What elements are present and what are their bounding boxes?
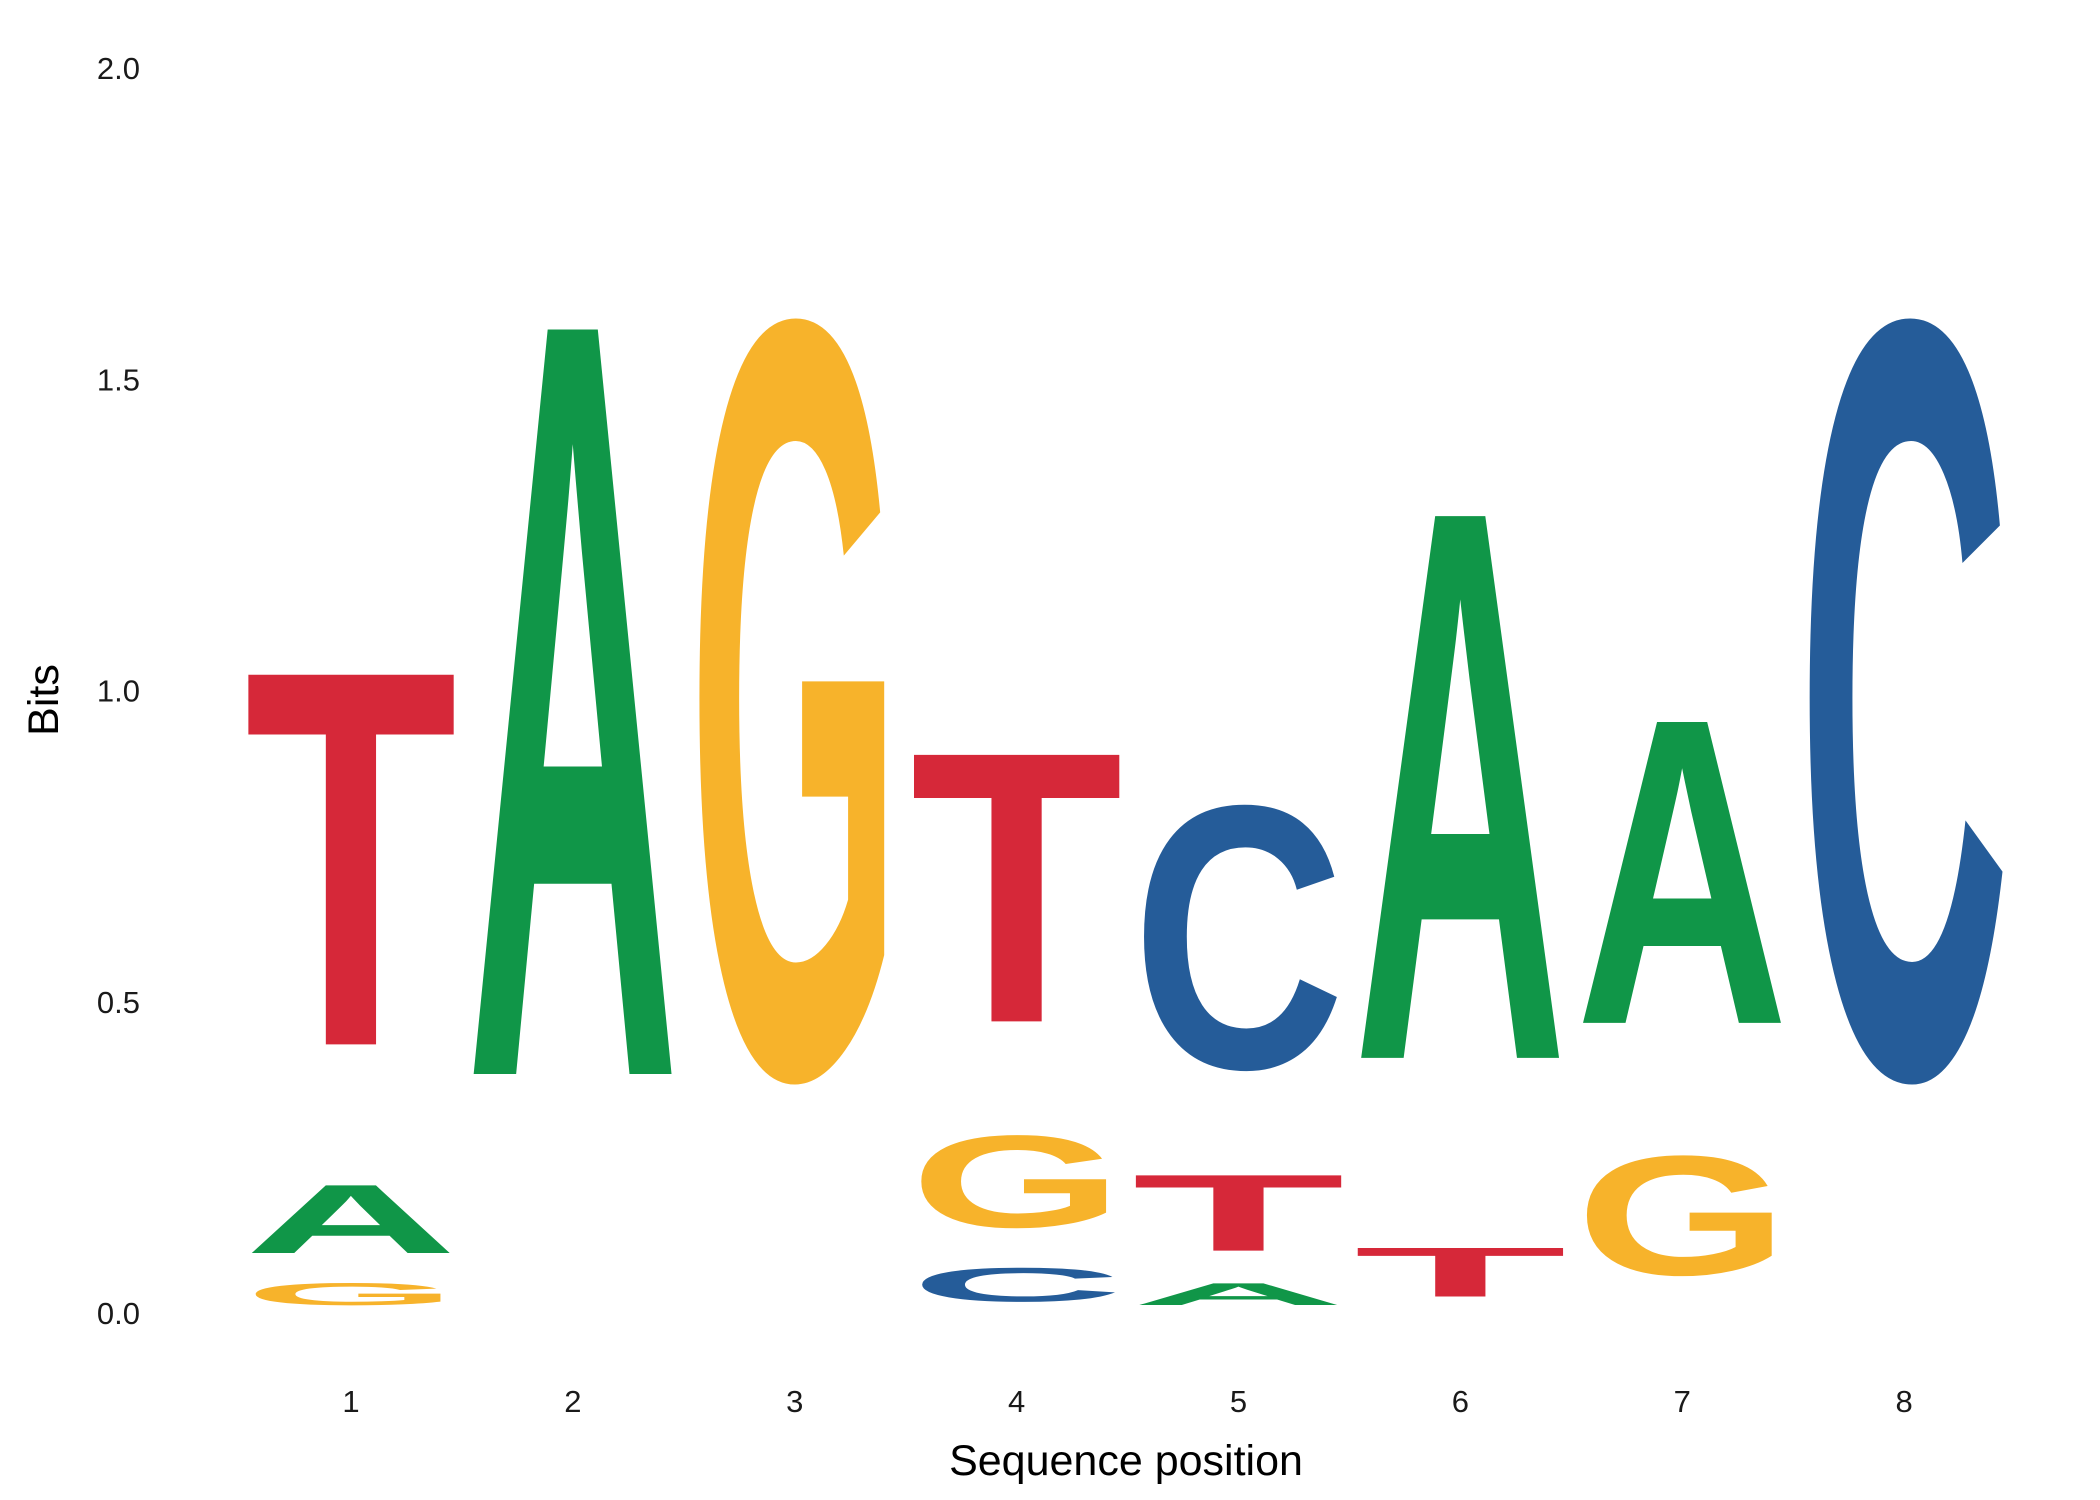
y-axis-ticks: 0.0 0.5 1.0 1.5 2.0 [97,51,140,1331]
letter-G-position-1: G [244,1277,457,1312]
stack-position-4: CGT [910,671,1123,1311]
letter-C-position-4: C [910,1258,1123,1312]
x-axis-title: Sequence position [949,1437,1303,1485]
letter-A-position-5: A [1132,1277,1345,1312]
x-tick-label: 8 [1895,1384,1912,1419]
x-axis-ticks: 1 2 3 4 5 6 7 8 [342,1384,1912,1419]
x-tick-label: 5 [1230,1384,1247,1419]
stack-position-5: ATC [1132,727,1345,1312]
stack-position-7: GA [1576,628,1789,1311]
x-tick-label: 3 [786,1384,803,1419]
y-tick-label: 2.0 [97,51,140,86]
x-tick-label: 4 [1008,1384,1025,1419]
letter-T-position-5: T [1132,1152,1345,1274]
stack-position-3: G [688,96,901,1304]
stack-position-8: C [1798,96,2011,1305]
x-tick-label: 1 [342,1384,359,1419]
letter-T-position-1: T [244,558,457,1158]
y-axis-title: Bits [20,664,68,736]
letter-A-position-2: A [466,96,679,1305]
letter-A-position-7: A [1576,628,1789,1117]
stack-position-1: GAT [244,558,457,1312]
y-tick-label: 1.0 [97,674,140,709]
y-tick-label: 0.0 [97,1296,140,1331]
x-tick-label: 6 [1452,1384,1469,1419]
letter-T-position-6: T [1354,1233,1567,1312]
letter-G-position-4: G [910,1108,1123,1255]
letter-G-position-7: G [1576,1121,1789,1311]
letter-A-position-1: A [244,1164,457,1274]
letter-C-position-5: C [1132,727,1345,1148]
letter-A-position-6: A [1354,345,1567,1224]
stack-position-6: TA [1354,345,1567,1311]
stack-position-2: A [466,96,679,1305]
letter-G-position-3: G [688,96,901,1304]
letter-T-position-4: T [910,671,1123,1104]
letter-C-position-8: C [1798,96,2011,1305]
y-tick-label: 0.5 [97,985,140,1020]
x-tick-label: 7 [1674,1384,1691,1419]
x-tick-label: 2 [564,1384,581,1419]
y-tick-label: 1.5 [97,362,140,397]
